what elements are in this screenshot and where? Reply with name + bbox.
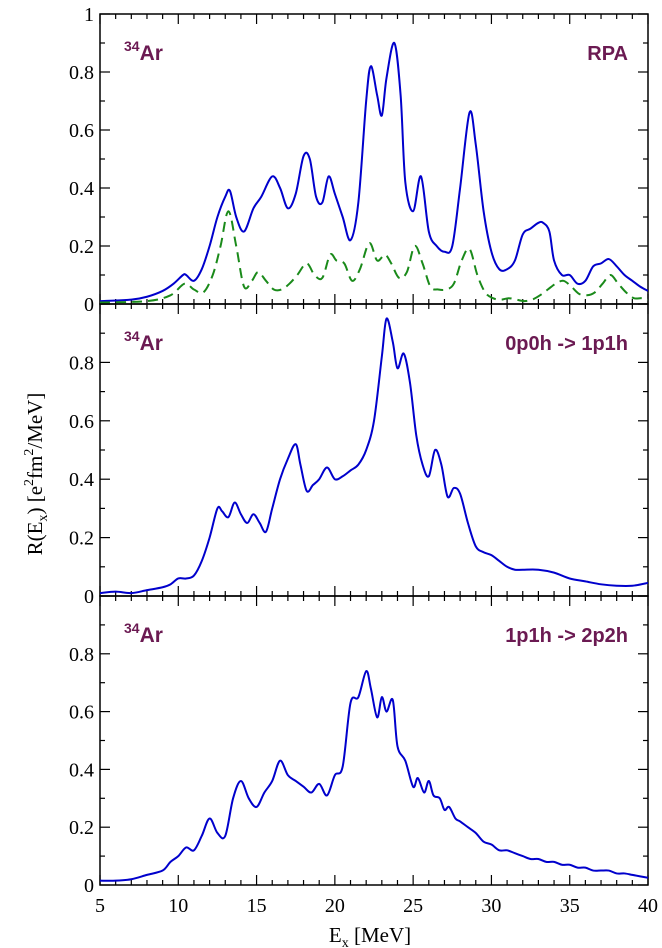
x-tick-label: 35 <box>560 895 580 917</box>
y-tick-label: 0.8 <box>69 62 94 84</box>
y-tick-label: 0.4 <box>69 759 94 781</box>
nucleus-label: 34Ar <box>124 328 163 355</box>
y-tick-label: 0.4 <box>69 178 94 200</box>
series-line-1-2 <box>100 210 648 304</box>
series-line-2-1 <box>100 317 648 595</box>
y-tick-label: 0.2 <box>69 236 94 258</box>
x-tick-label: 30 <box>481 895 501 917</box>
y-tick-label: 0.8 <box>69 352 94 374</box>
nucleus-mass: 34 <box>124 620 140 636</box>
y-axis-title: R(Ex) [e2fm2/MeV] <box>22 393 51 556</box>
nucleus-symbol: Ar <box>140 332 163 355</box>
nucleus-label: 34Ar <box>124 38 163 65</box>
x-tick-labels: 5 10 15 20 25 30 35 40 <box>95 895 658 917</box>
panel-1: 0 0.2 0.4 0.6 0.8 1 34Ar RPA <box>69 4 649 316</box>
panel-1-frame <box>99 13 649 305</box>
nucleus-symbol: Ar <box>140 624 163 647</box>
x-tick-label: 10 <box>168 895 188 917</box>
y-tick-label: 0 <box>84 875 94 897</box>
series-line-3-1 <box>100 670 648 882</box>
series-line-1-1 <box>100 41 648 303</box>
y-tick-label: 0.4 <box>69 469 94 491</box>
nucleus-symbol: Ar <box>140 42 163 65</box>
panel-2: 0 0.2 0.4 0.6 0.8 34Ar 0p0h -> 1p1h <box>69 303 649 608</box>
x-axis-title: Ex [MeV] <box>329 923 411 948</box>
y-tick-label: 0.6 <box>69 702 94 724</box>
x-tick-label: 5 <box>95 895 105 917</box>
y-tick-label: 0.6 <box>69 120 94 142</box>
nucleus-mass: 34 <box>124 328 140 344</box>
panel-3: 0 0.2 0.4 0.6 0.8 34Ar 1p1h -> 2p2h <box>69 595 649 897</box>
x-tick-label: 25 <box>403 895 423 917</box>
y-tick-label: 0 <box>84 294 94 316</box>
panel-model-label: 1p1h -> 2p2h <box>505 625 628 647</box>
y-tick-label: 0 <box>84 586 94 608</box>
nucleus-mass: 34 <box>124 38 140 54</box>
y-tick-label: 0.8 <box>69 644 94 666</box>
y-tick-label: 0.6 <box>69 411 94 433</box>
y-tick-label: 0.2 <box>69 528 94 550</box>
x-tick-label: 15 <box>247 895 267 917</box>
y-tick-label: 1 <box>84 4 94 26</box>
panel-model-label: 0p0h -> 1p1h <box>505 333 628 355</box>
panel-model-label: RPA <box>587 43 628 65</box>
y-tick-label: 0.2 <box>69 817 94 839</box>
x-tick-label: 40 <box>638 895 658 917</box>
nucleus-label: 34Ar <box>124 620 163 647</box>
x-tick-label: 20 <box>325 895 345 917</box>
